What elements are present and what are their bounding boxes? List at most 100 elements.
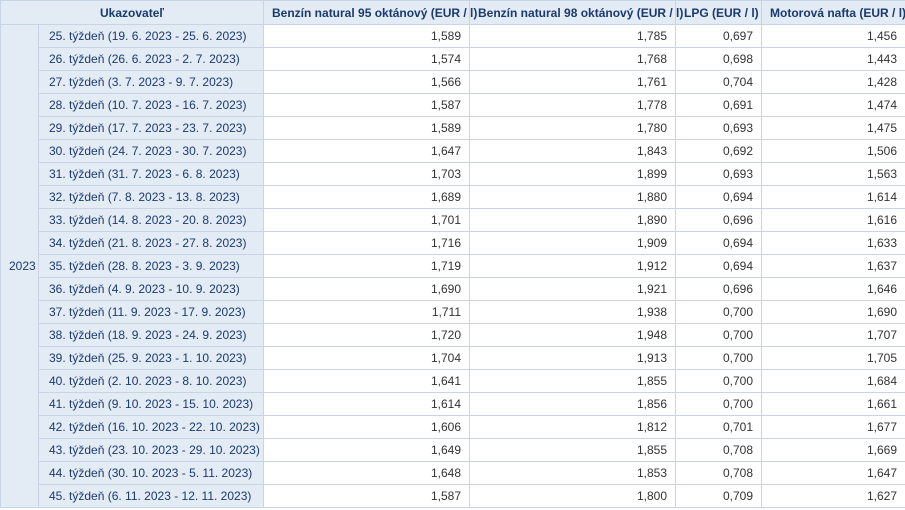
week-cell: 33. týždeň (14. 8. 2023 - 20. 8. 2023) <box>39 209 264 232</box>
value-cell: 1,587 <box>264 485 470 508</box>
value-cell: 1,705 <box>762 347 905 370</box>
table-row: 29. týždeň (17. 7. 2023 - 23. 7. 2023)1,… <box>1 117 905 140</box>
value-cell: 1,785 <box>470 25 676 48</box>
value-cell: 1,761 <box>470 71 676 94</box>
value-cell: 1,677 <box>762 416 905 439</box>
value-cell: 1,890 <box>470 209 676 232</box>
value-cell: 1,456 <box>762 25 905 48</box>
value-cell: 0,700 <box>676 347 762 370</box>
week-cell: 40. týždeň (2. 10. 2023 - 8. 10. 2023) <box>39 370 264 393</box>
value-cell: 1,704 <box>264 347 470 370</box>
col-header-nafta[interactable]: Motorová nafta (EUR / l) <box>762 1 905 25</box>
value-cell: 0,696 <box>676 278 762 301</box>
value-cell: 1,921 <box>470 278 676 301</box>
value-cell: 0,697 <box>676 25 762 48</box>
value-cell: 1,800 <box>470 485 676 508</box>
value-cell: 1,589 <box>264 25 470 48</box>
value-cell: 0,708 <box>676 439 762 462</box>
value-cell: 0,691 <box>676 94 762 117</box>
table-row: 44. týždeň (30. 10. 2023 - 5. 11. 2023)1… <box>1 462 905 485</box>
week-cell: 35. týždeň (28. 8. 2023 - 3. 9. 2023) <box>39 255 264 278</box>
value-cell: 0,693 <box>676 163 762 186</box>
week-cell: 38. týždeň (18. 9. 2023 - 24. 9. 2023) <box>39 324 264 347</box>
value-cell: 0,704 <box>676 71 762 94</box>
value-cell: 1,909 <box>470 232 676 255</box>
value-cell: 1,641 <box>264 370 470 393</box>
table-row: 32. týždeň (7. 8. 2023 - 13. 8. 2023)1,6… <box>1 186 905 209</box>
table-row: 31. týždeň (31. 7. 2023 - 6. 8. 2023)1,7… <box>1 163 905 186</box>
value-cell: 1,633 <box>762 232 905 255</box>
value-cell: 0,692 <box>676 140 762 163</box>
table-row: 202325. týždeň (19. 6. 2023 - 25. 6. 202… <box>1 25 905 48</box>
table-row: 30. týždeň (24. 7. 2023 - 30. 7. 2023)1,… <box>1 140 905 163</box>
week-cell: 41. týždeň (9. 10. 2023 - 15. 10. 2023) <box>39 393 264 416</box>
value-cell: 1,843 <box>470 140 676 163</box>
value-cell: 1,856 <box>470 393 676 416</box>
value-cell: 1,689 <box>264 186 470 209</box>
week-cell: 29. týždeň (17. 7. 2023 - 23. 7. 2023) <box>39 117 264 140</box>
value-cell: 1,690 <box>762 301 905 324</box>
value-cell: 1,614 <box>264 393 470 416</box>
value-cell: 1,703 <box>264 163 470 186</box>
value-cell: 1,716 <box>264 232 470 255</box>
value-cell: 1,948 <box>470 324 676 347</box>
week-cell: 27. týždeň (3. 7. 2023 - 9. 7. 2023) <box>39 71 264 94</box>
col-header-benzin95[interactable]: Benzín natural 95 oktánový (EUR / l) <box>264 1 470 25</box>
value-cell: 1,563 <box>762 163 905 186</box>
value-cell: 1,812 <box>470 416 676 439</box>
table-row: 43. týždeň (23. 10. 2023 - 29. 10. 2023)… <box>1 439 905 462</box>
value-cell: 1,647 <box>264 140 470 163</box>
col-header-ukazovatel[interactable]: Ukazovateľ <box>1 1 264 25</box>
table-row: 35. týždeň (28. 8. 2023 - 3. 9. 2023)1,7… <box>1 255 905 278</box>
table-row: 27. týždeň (3. 7. 2023 - 9. 7. 2023)1,56… <box>1 71 905 94</box>
value-cell: 1,853 <box>470 462 676 485</box>
value-cell: 0,700 <box>676 393 762 416</box>
week-cell: 30. týždeň (24. 7. 2023 - 30. 7. 2023) <box>39 140 264 163</box>
week-cell: 37. týždeň (11. 9. 2023 - 17. 9. 2023) <box>39 301 264 324</box>
week-cell: 32. týždeň (7. 8. 2023 - 13. 8. 2023) <box>39 186 264 209</box>
week-cell: 34. týždeň (21. 8. 2023 - 27. 8. 2023) <box>39 232 264 255</box>
value-cell: 0,693 <box>676 117 762 140</box>
value-cell: 1,711 <box>264 301 470 324</box>
value-cell: 1,938 <box>470 301 676 324</box>
value-cell: 1,899 <box>470 163 676 186</box>
value-cell: 1,637 <box>762 255 905 278</box>
value-cell: 1,913 <box>470 347 676 370</box>
col-header-benzin98[interactable]: Benzín natural 98 oktánový (EUR / l) <box>470 1 676 25</box>
value-cell: 1,855 <box>470 370 676 393</box>
week-cell: 36. týždeň (4. 9. 2023 - 10. 9. 2023) <box>39 278 264 301</box>
col-header-lpg[interactable]: LPG (EUR / l) <box>676 1 762 25</box>
week-cell: 25. týždeň (19. 6. 2023 - 25. 6. 2023) <box>39 25 264 48</box>
week-cell: 42. týždeň (16. 10. 2023 - 22. 10. 2023) <box>39 416 264 439</box>
table-row: 45. týždeň (6. 11. 2023 - 12. 11. 2023)1… <box>1 485 905 508</box>
value-cell: 1,912 <box>470 255 676 278</box>
week-cell: 26. týždeň (26. 6. 2023 - 2. 7. 2023) <box>39 48 264 71</box>
value-cell: 1,855 <box>470 439 676 462</box>
value-cell: 1,684 <box>762 370 905 393</box>
table-row: 41. týždeň (9. 10. 2023 - 15. 10. 2023)1… <box>1 393 905 416</box>
value-cell: 1,649 <box>264 439 470 462</box>
week-cell: 31. týždeň (31. 7. 2023 - 6. 8. 2023) <box>39 163 264 186</box>
week-cell: 28. týždeň (10. 7. 2023 - 16. 7. 2023) <box>39 94 264 117</box>
fuel-price-table: Ukazovateľ Benzín natural 95 oktánový (E… <box>0 0 905 508</box>
table-row: 37. týždeň (11. 9. 2023 - 17. 9. 2023)1,… <box>1 301 905 324</box>
value-cell: 0,694 <box>676 255 762 278</box>
week-cell: 39. týždeň (25. 9. 2023 - 1. 10. 2023) <box>39 347 264 370</box>
week-cell: 44. týždeň (30. 10. 2023 - 5. 11. 2023) <box>39 462 264 485</box>
value-cell: 0,698 <box>676 48 762 71</box>
value-cell: 1,614 <box>762 186 905 209</box>
value-cell: 1,606 <box>264 416 470 439</box>
table-row: 34. týždeň (21. 8. 2023 - 27. 8. 2023)1,… <box>1 232 905 255</box>
value-cell: 0,696 <box>676 209 762 232</box>
value-cell: 1,880 <box>470 186 676 209</box>
value-cell: 1,719 <box>264 255 470 278</box>
value-cell: 1,506 <box>762 140 905 163</box>
value-cell: 1,574 <box>264 48 470 71</box>
value-cell: 1,627 <box>762 485 905 508</box>
value-cell: 1,475 <box>762 117 905 140</box>
value-cell: 1,589 <box>264 117 470 140</box>
table-row: 26. týždeň (26. 6. 2023 - 2. 7. 2023)1,5… <box>1 48 905 71</box>
table-row: 42. týždeň (16. 10. 2023 - 22. 10. 2023)… <box>1 416 905 439</box>
table-row: 40. týždeň (2. 10. 2023 - 8. 10. 2023)1,… <box>1 370 905 393</box>
value-cell: 1,648 <box>264 462 470 485</box>
